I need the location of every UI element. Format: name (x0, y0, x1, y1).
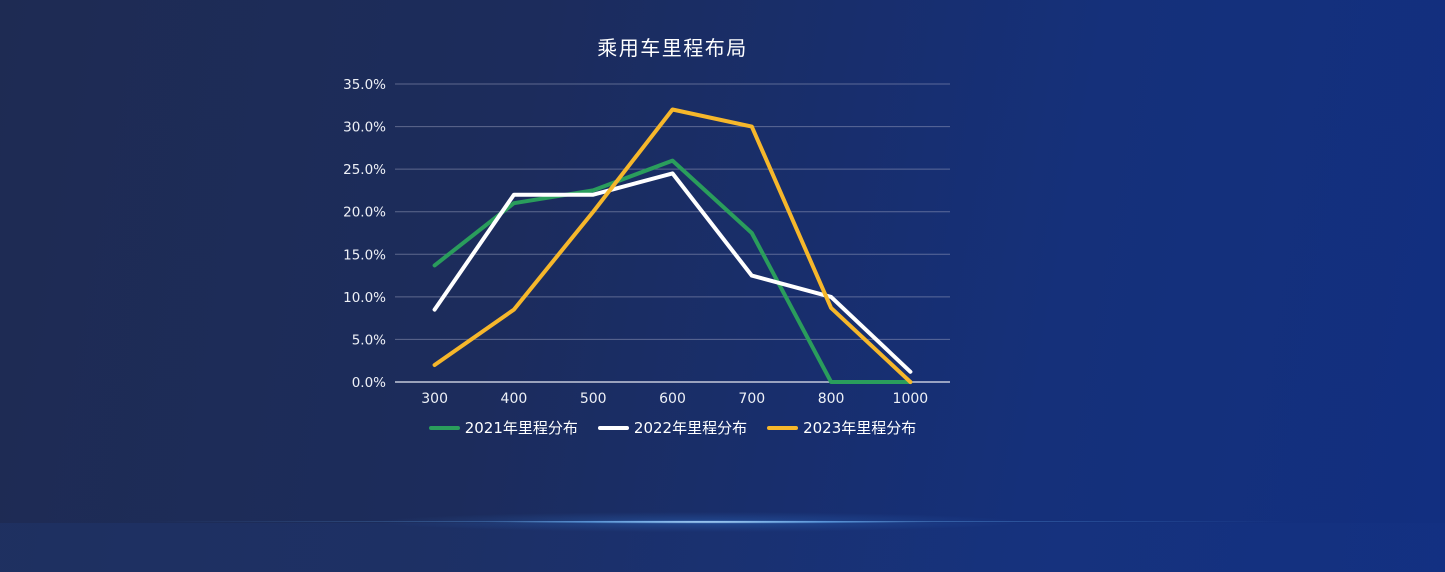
x-axis-label: 800 (818, 391, 845, 407)
y-axis-label: 5.0% (352, 332, 386, 348)
legend-label-2022: 2022年里程分布 (633, 419, 748, 437)
y-axis-label: 30.0% (343, 120, 386, 136)
x-axis-label: 600 (659, 391, 686, 407)
chart-title: 乘用车里程布局 (597, 36, 748, 60)
legend-label-2023: 2023年里程分布 (803, 419, 917, 437)
legend-label-2021: 2021年里程分布 (464, 419, 578, 437)
x-axis-label: 500 (580, 391, 607, 407)
x-axis-label: 1000 (893, 391, 929, 407)
y-axis-label: 20.0% (343, 205, 386, 221)
series-line-2 (432, 107, 913, 384)
legend-item-2023[interactable]: 2023年里程分布 (767, 417, 916, 438)
series-line-1 (432, 171, 913, 374)
legend-item-2021[interactable]: 2021年里程分布 (428, 417, 578, 438)
legend-swatch-2021 (428, 425, 460, 430)
y-axis-label: 25.0% (343, 162, 386, 178)
y-axis-label: 10.0% (343, 290, 386, 306)
x-axis-label: 300 (421, 391, 448, 407)
y-axis-label: 0.0% (352, 375, 386, 391)
y-axis-label: 35.0% (343, 77, 386, 93)
legend-swatch-2023 (767, 425, 799, 430)
legend-item-2022[interactable]: 2022年里程分布 (597, 417, 748, 438)
legend-swatch-2022 (597, 425, 629, 430)
chart-legend: 2021年里程分布 2022年里程分布 2023年里程分布 (395, 417, 950, 438)
x-axis-label: 400 (501, 391, 528, 407)
series-line-0 (432, 158, 913, 384)
x-axis-label: 700 (738, 391, 765, 407)
y-axis-label: 15.0% (343, 247, 386, 263)
